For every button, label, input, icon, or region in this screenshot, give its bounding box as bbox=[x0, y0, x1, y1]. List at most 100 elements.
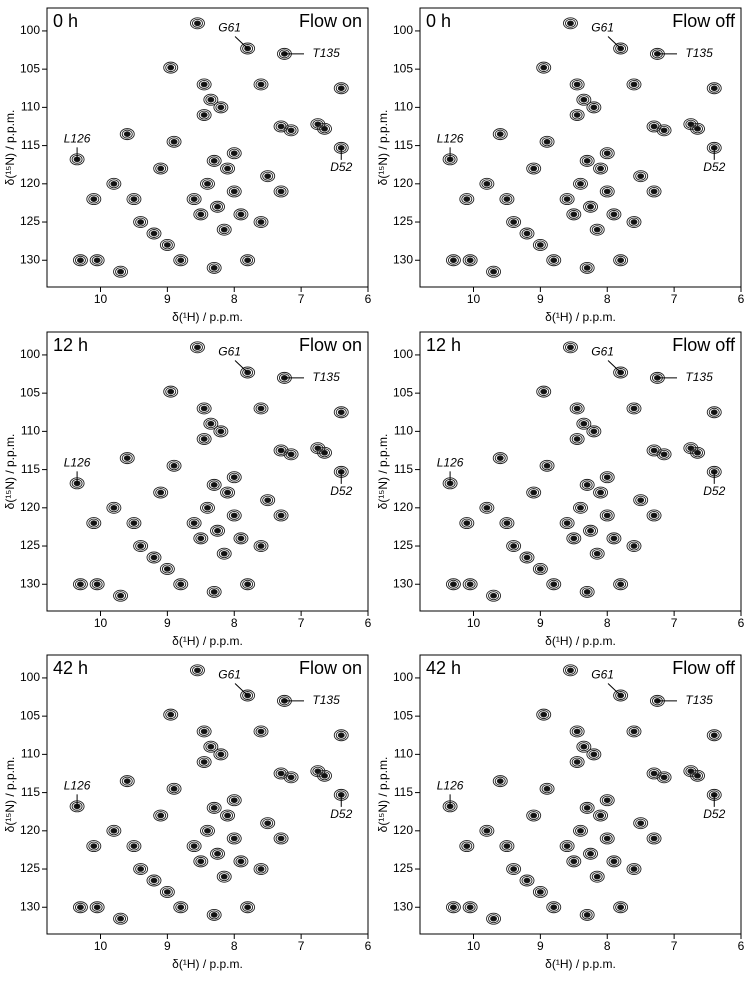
contour bbox=[506, 863, 522, 875]
y-tick-label: 125 bbox=[393, 861, 413, 875]
contour bbox=[93, 904, 101, 911]
contour bbox=[694, 125, 701, 132]
peak bbox=[163, 61, 179, 74]
contour bbox=[571, 434, 583, 444]
contour bbox=[165, 63, 177, 73]
contour bbox=[462, 578, 478, 591]
plot-frame bbox=[419, 331, 742, 612]
contour bbox=[599, 147, 615, 160]
contour bbox=[163, 385, 179, 398]
contour bbox=[601, 834, 613, 843]
peak bbox=[589, 547, 605, 560]
contour bbox=[203, 417, 219, 430]
contour bbox=[583, 524, 598, 537]
contour bbox=[123, 455, 131, 461]
contour bbox=[115, 914, 127, 924]
contour bbox=[253, 863, 269, 875]
contour bbox=[260, 817, 276, 830]
contour bbox=[603, 797, 611, 804]
peak bbox=[593, 162, 609, 175]
contour bbox=[197, 535, 205, 542]
peak bbox=[576, 740, 592, 753]
annotation: G61 bbox=[218, 345, 241, 359]
peak bbox=[526, 486, 542, 499]
y-axis-label: δ(¹⁵N) / p.p.m. bbox=[3, 757, 17, 833]
contour bbox=[90, 196, 98, 202]
contour bbox=[264, 497, 272, 504]
contour bbox=[222, 811, 234, 820]
peak bbox=[706, 406, 722, 419]
contour bbox=[646, 509, 662, 522]
peak bbox=[583, 847, 598, 860]
y-tick-label: 100 bbox=[20, 23, 40, 37]
contour bbox=[575, 826, 586, 836]
contour bbox=[135, 864, 147, 874]
peak bbox=[656, 448, 672, 461]
contour bbox=[447, 255, 459, 265]
contour bbox=[215, 426, 227, 436]
contour bbox=[205, 742, 217, 752]
contour bbox=[615, 44, 627, 53]
contour bbox=[126, 193, 142, 206]
peak bbox=[492, 775, 508, 788]
contour bbox=[218, 225, 230, 235]
y-tick-label: 110 bbox=[21, 100, 40, 114]
y-tick-label: 130 bbox=[20, 252, 40, 266]
contour bbox=[192, 18, 203, 28]
peak bbox=[163, 385, 179, 398]
x-tick-label: 9 bbox=[537, 616, 544, 630]
contour bbox=[153, 162, 169, 175]
contour bbox=[568, 209, 580, 219]
contour bbox=[540, 388, 548, 395]
contour bbox=[526, 162, 542, 175]
annotation: T135 bbox=[312, 693, 340, 707]
contour bbox=[89, 578, 105, 591]
peak bbox=[536, 385, 552, 398]
contour bbox=[578, 742, 590, 752]
contour bbox=[569, 109, 585, 121]
x-tick-label: 6 bbox=[738, 939, 745, 953]
contour bbox=[501, 841, 513, 851]
contour bbox=[561, 841, 573, 851]
peak bbox=[159, 239, 175, 251]
peak bbox=[226, 147, 242, 160]
contour bbox=[499, 840, 515, 853]
contour bbox=[583, 158, 591, 164]
contour bbox=[608, 856, 620, 866]
peak bbox=[333, 406, 349, 419]
contour bbox=[255, 217, 267, 227]
contour bbox=[601, 148, 613, 158]
contour bbox=[230, 797, 238, 804]
peak bbox=[626, 402, 642, 415]
contour bbox=[577, 180, 584, 187]
y-axis-label: δ(¹⁵N) / p.p.m. bbox=[3, 110, 17, 186]
y-tick-label: 130 bbox=[20, 576, 40, 590]
contour bbox=[228, 834, 240, 843]
contour bbox=[617, 257, 625, 264]
contour bbox=[630, 866, 638, 872]
contour bbox=[536, 566, 544, 572]
contour bbox=[579, 478, 595, 491]
contour bbox=[106, 824, 122, 837]
contour bbox=[110, 504, 118, 511]
contour bbox=[203, 93, 219, 106]
contour bbox=[530, 165, 538, 172]
y-tick-label: 110 bbox=[394, 747, 413, 761]
contour bbox=[273, 767, 289, 780]
contour bbox=[230, 188, 238, 195]
peak bbox=[196, 756, 212, 768]
contour bbox=[539, 459, 555, 472]
contour bbox=[146, 227, 162, 240]
y-tick-label: 100 bbox=[20, 670, 40, 684]
contour bbox=[242, 44, 254, 53]
panel-time: 0 h bbox=[53, 11, 78, 31]
peak bbox=[166, 459, 182, 472]
contour bbox=[563, 520, 571, 526]
contour bbox=[190, 843, 198, 849]
contour bbox=[168, 461, 180, 471]
y-axis-label: δ(¹⁵N) / p.p.m. bbox=[3, 434, 17, 510]
annotation-pointer bbox=[234, 36, 248, 49]
contour bbox=[335, 407, 347, 417]
peak bbox=[690, 769, 705, 782]
contour bbox=[217, 428, 225, 435]
